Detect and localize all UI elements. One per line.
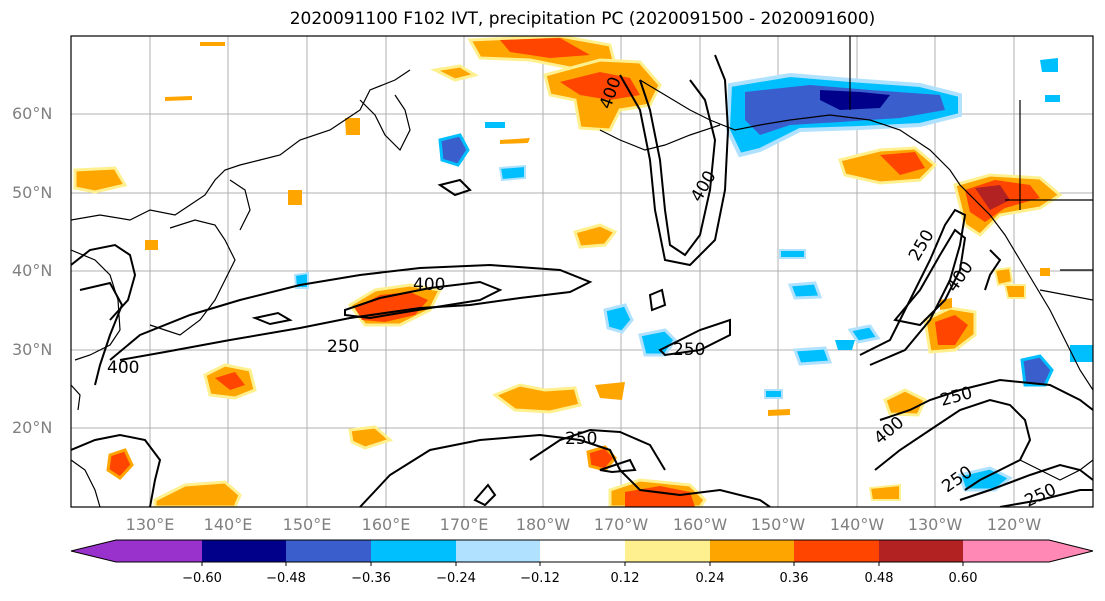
lon-label: 140°W — [829, 515, 885, 534]
contour-label: 400 — [413, 275, 445, 295]
lat-label: 40°N — [12, 261, 53, 280]
colorbar-tick-label: −0.24 — [436, 571, 476, 586]
lon-label: 180°W — [515, 515, 571, 534]
lon-label: 170°W — [593, 515, 649, 534]
colorbar-tick-label: −0.48 — [266, 571, 306, 586]
ivt-contours — [71, 54, 1093, 507]
lon-label: 140°E — [203, 515, 253, 534]
negative-anomaly-areas — [293, 58, 1093, 492]
plot-frame — [70, 35, 1094, 508]
lat-label: 20°N — [12, 418, 53, 437]
lat-label: 30°N — [12, 340, 53, 359]
colorbar-extend-low — [71, 540, 116, 562]
lon-label: 130°W — [907, 515, 963, 534]
map-title: 2020091100 F102 IVT, precipitation PC (2… — [289, 9, 876, 29]
colorbar-tick-label: −0.12 — [520, 571, 560, 586]
colorbar-tick-label: 0.36 — [779, 571, 809, 586]
lon-label: 130°E — [125, 515, 175, 534]
contour-label: 250 — [673, 340, 705, 360]
lon-label: 160°W — [672, 515, 728, 534]
lon-label: 160°E — [361, 515, 411, 534]
lon-label: 170°E — [439, 515, 489, 534]
colorbar-extend-high — [1049, 540, 1093, 562]
colorbar-tick-label: 0.12 — [610, 571, 640, 586]
lon-label: 150°W — [750, 515, 806, 534]
contour-label: 250 — [327, 337, 359, 357]
lat-label: 60°N — [12, 104, 53, 123]
colorbar — [70, 539, 1094, 566]
colorbar-tick-label: −0.60 — [182, 571, 222, 586]
lon-label: 120°W — [986, 515, 1042, 534]
colorbar-tick-label: 0.48 — [864, 571, 894, 586]
colorbar-tick-label: 0.24 — [695, 571, 725, 586]
coastlines — [71, 36, 1093, 507]
lon-label: 150°E — [282, 515, 332, 534]
lat-label: 50°N — [12, 183, 53, 202]
contour-label: 400 — [107, 358, 139, 378]
contour-label: 250 — [565, 429, 597, 449]
colorbar-tick-label: 0.60 — [948, 571, 978, 586]
colorbar-tick-label: −0.36 — [351, 571, 391, 586]
